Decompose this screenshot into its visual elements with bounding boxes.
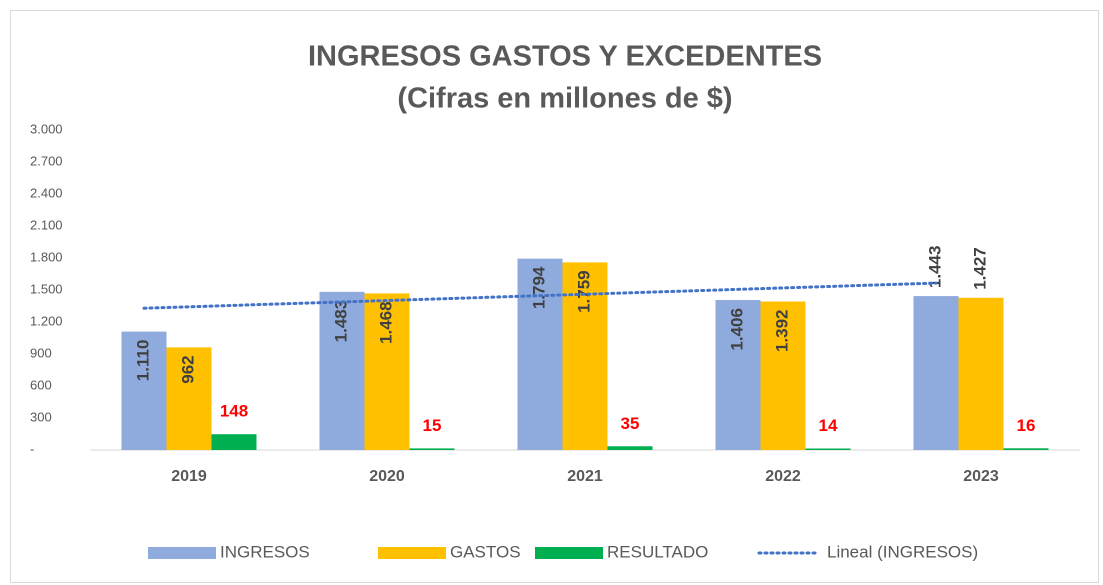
bar [958,297,1004,450]
x-tick-label: 2022 [765,468,801,485]
data-label: 1.483 [331,300,350,343]
bar [121,331,167,450]
bar [409,448,455,450]
bar [805,448,851,450]
data-label: 1.406 [727,308,746,351]
bar [319,291,365,450]
legend-label: RESULTADO [607,542,708,561]
legend-label: GASTOS [450,542,521,561]
data-label: 1.427 [970,247,989,290]
bar [1003,448,1049,450]
bar [364,293,410,450]
data-label: 962 [178,355,197,383]
y-tick-label: 2.700 [30,153,63,168]
legend-swatch [535,547,603,559]
data-label: 1.443 [925,246,944,289]
data-label: 1.794 [529,266,548,309]
data-label: 35 [621,414,640,433]
bar [913,296,959,450]
x-tick-label: 2023 [963,468,999,485]
data-label: 148 [220,402,248,421]
data-label: 14 [819,416,838,435]
x-tick-label: 2020 [369,468,405,485]
data-label: 1.392 [772,310,791,353]
bar [517,258,563,450]
data-label: 16 [1017,416,1036,435]
legend-label: Lineal (INGRESOS) [827,542,978,561]
y-tick-label: 3.000 [30,121,63,136]
y-tick-label: - [30,441,34,456]
y-tick-label: 2.400 [30,185,63,200]
y-tick-label: 1.800 [30,249,63,264]
data-label: 1.759 [574,270,593,313]
bar [166,347,212,450]
y-tick-label: 600 [30,377,52,392]
data-label: 1.110 [133,340,152,382]
y-tick-label: 2.100 [30,217,63,232]
y-tick-label: 1.500 [30,281,63,296]
legend-label: INGRESOS [220,542,310,561]
legend-swatch [378,547,446,559]
bar [760,301,806,450]
chart-title: INGRESOS GASTOS Y EXCEDENTES [308,41,822,73]
bar [715,300,761,450]
data-label: 1.468 [376,301,395,344]
x-tick-label: 2021 [567,468,603,485]
chart-subtitle: (Cifras en millones de $) [397,83,732,115]
bar [211,434,257,450]
trend-line [142,281,938,310]
bar [607,446,653,450]
data-label: 15 [423,416,442,435]
legend-swatch [148,547,216,559]
y-tick-label: 900 [30,345,52,360]
y-tick-label: 300 [30,409,52,424]
x-tick-label: 2019 [171,468,207,485]
y-tick-label: 1.200 [30,313,63,328]
